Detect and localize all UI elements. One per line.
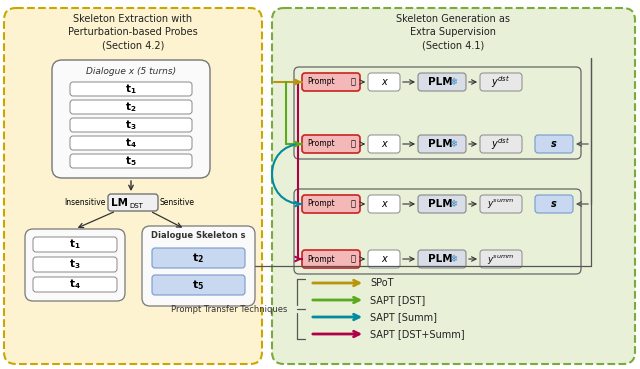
- Text: x: x: [381, 139, 387, 149]
- Text: $\mathbf{t_3}$: $\mathbf{t_3}$: [69, 258, 81, 272]
- FancyBboxPatch shape: [535, 195, 573, 213]
- Text: $y^{summ}$: $y^{summ}$: [488, 252, 515, 266]
- FancyBboxPatch shape: [302, 250, 360, 268]
- Text: Dialogue x (5 turns): Dialogue x (5 turns): [86, 67, 176, 76]
- FancyBboxPatch shape: [535, 135, 573, 153]
- Text: $\mathbf{t_2}$: $\mathbf{t_2}$: [125, 100, 137, 114]
- Text: Dialogue Skeleton s: Dialogue Skeleton s: [151, 231, 246, 240]
- Text: 🔥: 🔥: [351, 139, 355, 148]
- Text: LM: LM: [111, 197, 128, 207]
- FancyBboxPatch shape: [418, 135, 466, 153]
- FancyBboxPatch shape: [418, 250, 466, 268]
- Text: x: x: [381, 254, 387, 264]
- FancyBboxPatch shape: [368, 195, 400, 213]
- Text: 🔥: 🔥: [351, 77, 355, 86]
- Text: $\mathbf{t_5}$: $\mathbf{t_5}$: [193, 278, 205, 292]
- FancyBboxPatch shape: [368, 73, 400, 91]
- FancyBboxPatch shape: [302, 135, 360, 153]
- Text: Prompt: Prompt: [307, 200, 335, 208]
- FancyBboxPatch shape: [480, 250, 522, 268]
- FancyBboxPatch shape: [480, 73, 522, 91]
- Text: SAPT [DST]: SAPT [DST]: [370, 295, 425, 305]
- FancyBboxPatch shape: [33, 257, 117, 272]
- FancyBboxPatch shape: [152, 248, 245, 268]
- FancyBboxPatch shape: [142, 226, 255, 306]
- FancyBboxPatch shape: [52, 60, 210, 178]
- Text: $\mathbf{t_1}$: $\mathbf{t_1}$: [69, 238, 81, 251]
- FancyBboxPatch shape: [4, 8, 262, 364]
- FancyBboxPatch shape: [302, 195, 360, 213]
- Text: SAPT [DST+Summ]: SAPT [DST+Summ]: [370, 329, 465, 339]
- Text: $\mathbf{t_2}$: $\mathbf{t_2}$: [193, 251, 205, 265]
- Text: ❄: ❄: [449, 139, 457, 149]
- Text: Skeleton Extraction with
Perturbation-based Probes
(Section 4.2): Skeleton Extraction with Perturbation-ba…: [68, 14, 198, 51]
- Text: PLM: PLM: [428, 199, 452, 209]
- Text: ❄: ❄: [449, 199, 457, 209]
- Text: x: x: [381, 77, 387, 87]
- Text: $y^{summ}$: $y^{summ}$: [488, 197, 515, 210]
- FancyBboxPatch shape: [368, 250, 400, 268]
- Text: Sensitive: Sensitive: [160, 198, 195, 207]
- FancyBboxPatch shape: [418, 73, 466, 91]
- Text: s: s: [551, 139, 557, 149]
- Text: $\mathbf{t_1}$: $\mathbf{t_1}$: [125, 82, 137, 96]
- FancyBboxPatch shape: [70, 118, 192, 132]
- FancyBboxPatch shape: [272, 8, 635, 364]
- FancyBboxPatch shape: [70, 154, 192, 168]
- Text: SAPT [Summ]: SAPT [Summ]: [370, 312, 437, 322]
- Text: PLM: PLM: [428, 254, 452, 264]
- Text: DST: DST: [129, 203, 143, 209]
- Text: Insensitive: Insensitive: [65, 198, 106, 207]
- Text: $\mathbf{t_4}$: $\mathbf{t_4}$: [125, 136, 137, 150]
- Text: Prompt: Prompt: [307, 77, 335, 86]
- Text: 🔥: 🔥: [351, 255, 355, 263]
- Text: x: x: [381, 199, 387, 209]
- FancyBboxPatch shape: [418, 195, 466, 213]
- Text: PLM: PLM: [428, 139, 452, 149]
- FancyBboxPatch shape: [302, 73, 360, 91]
- Text: SPoT: SPoT: [370, 278, 394, 288]
- FancyBboxPatch shape: [368, 135, 400, 153]
- Text: Prompt Transfer Techniques: Prompt Transfer Techniques: [171, 304, 287, 314]
- Text: ❄: ❄: [449, 254, 457, 264]
- Text: Prompt: Prompt: [307, 139, 335, 148]
- Text: $\mathbf{t_4}$: $\mathbf{t_4}$: [69, 277, 81, 292]
- FancyBboxPatch shape: [33, 237, 117, 252]
- FancyBboxPatch shape: [108, 194, 158, 211]
- FancyBboxPatch shape: [480, 135, 522, 153]
- Text: ❄: ❄: [449, 77, 457, 87]
- Text: 🔥: 🔥: [351, 200, 355, 208]
- Text: $\mathbf{t_5}$: $\mathbf{t_5}$: [125, 154, 137, 168]
- Text: s: s: [551, 199, 557, 209]
- FancyBboxPatch shape: [70, 136, 192, 150]
- Text: $\mathbf{t_3}$: $\mathbf{t_3}$: [125, 118, 137, 132]
- FancyBboxPatch shape: [25, 229, 125, 301]
- Text: $y^{dst}$: $y^{dst}$: [492, 136, 511, 152]
- FancyBboxPatch shape: [70, 100, 192, 114]
- Text: PLM: PLM: [428, 77, 452, 87]
- FancyBboxPatch shape: [480, 195, 522, 213]
- Text: $y^{dst}$: $y^{dst}$: [492, 74, 511, 90]
- Text: Skeleton Generation as
Extra Supervision
(Section 4.1): Skeleton Generation as Extra Supervision…: [396, 14, 510, 51]
- FancyBboxPatch shape: [152, 275, 245, 295]
- Text: Prompt: Prompt: [307, 255, 335, 263]
- FancyBboxPatch shape: [70, 82, 192, 96]
- FancyBboxPatch shape: [33, 277, 117, 292]
